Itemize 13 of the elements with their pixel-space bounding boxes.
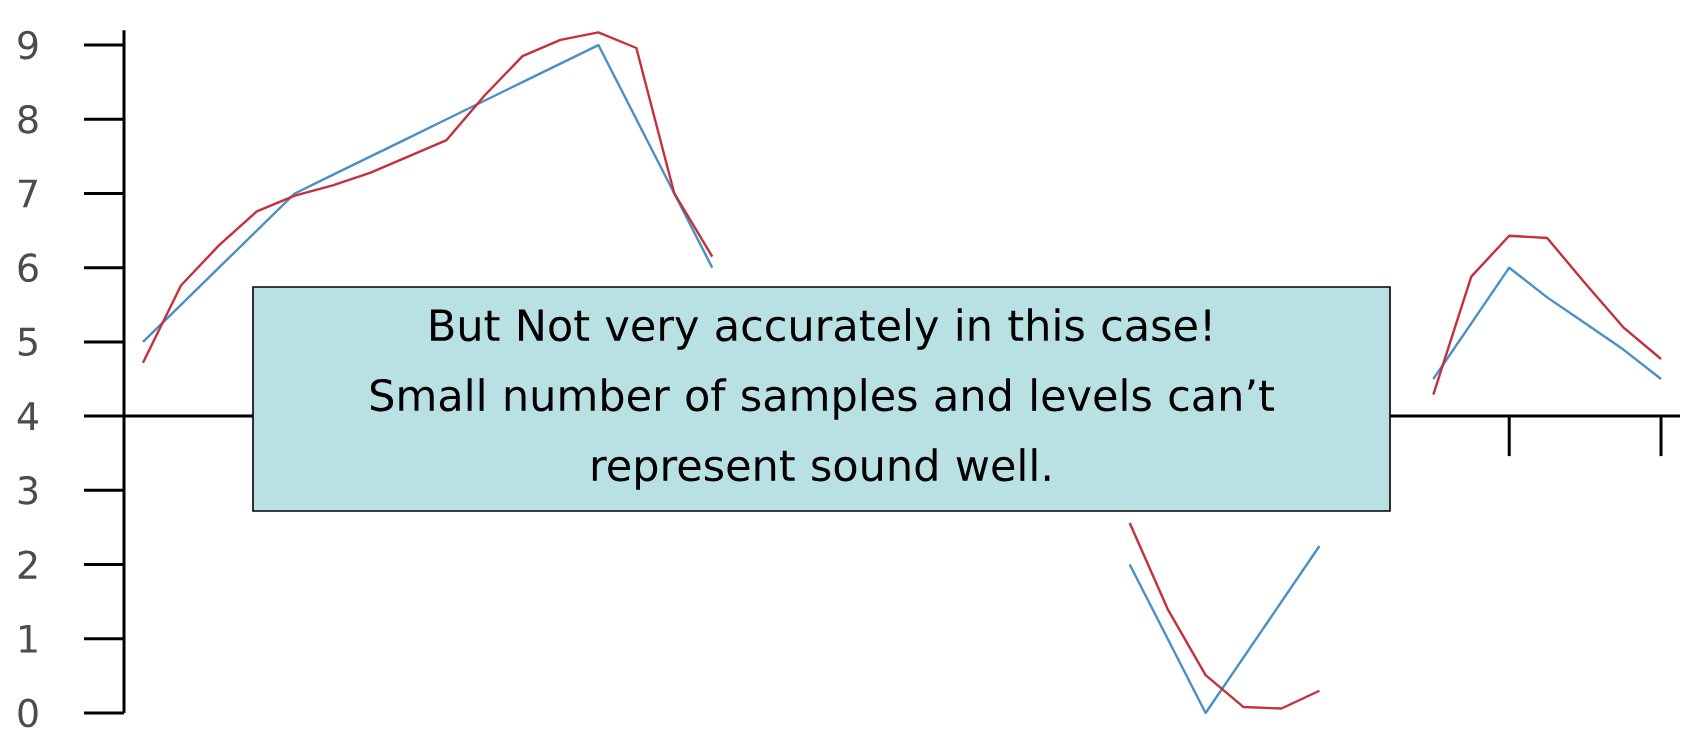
annotation: But Not very accurately in this case! xyxy=(431,308,1210,350)
y-tick-label: 2 xyxy=(18,550,37,579)
y-tick-label: 4 xyxy=(17,402,38,430)
y-tick-label: 8 xyxy=(18,104,38,134)
y-tick-label: 7 xyxy=(19,179,37,208)
y-tick-label: 9 xyxy=(18,30,38,60)
y-tick-label: 1 xyxy=(20,624,37,653)
y-tick-label: 0 xyxy=(18,698,38,728)
y-tick-label: 3 xyxy=(18,475,38,505)
y-tick-label: 6 xyxy=(18,253,38,283)
annotation: Small number of samples and levels can’t xyxy=(370,378,1274,420)
y-tick-label: 5 xyxy=(18,327,37,357)
annotation: represent sound well. xyxy=(592,448,1050,490)
